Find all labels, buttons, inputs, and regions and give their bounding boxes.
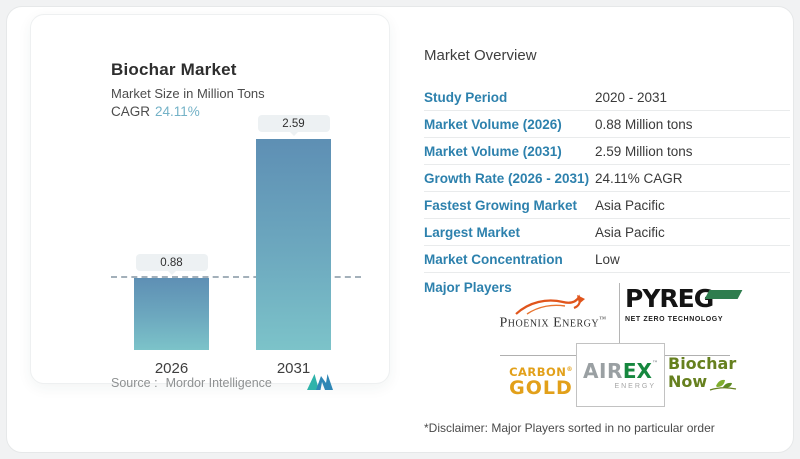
- pyreg-green-shape: [704, 290, 743, 299]
- chart-card: Biochar Market Market Size in Million To…: [30, 14, 390, 390]
- table-row: Market Volume (2026) 0.88 Million tons: [424, 111, 790, 138]
- bar-value-pill-2031: 2.59: [257, 115, 330, 136]
- mordor-intelligence-logo-icon: [307, 374, 333, 390]
- biochar-now-line2: Now: [668, 372, 738, 391]
- reference-line: [111, 276, 361, 278]
- row-label: Market Volume (2026): [424, 116, 562, 132]
- carbon-gold-line2: GOLD: [509, 376, 573, 399]
- row-value: 2.59 Million tons: [595, 143, 693, 159]
- phoenix-horse-swoosh-icon: [515, 294, 585, 315]
- x-axis-label-2026: 2026: [154, 360, 189, 377]
- row-value: 0.88 Million tons: [595, 116, 693, 132]
- carbon-gold-line1: CARBON®: [509, 365, 573, 380]
- bar-value-label: 0.88: [135, 254, 208, 271]
- table-row: Market Concentration Low: [424, 246, 790, 273]
- bar-chart-plot: 0.88 2026 2.59 2031: [111, 115, 371, 377]
- row-label: Fastest Growing Market: [424, 197, 578, 213]
- logo-phoenix-energy: Phoenix Energy™: [490, 283, 616, 341]
- row-label: Market Concentration: [424, 251, 563, 267]
- chart-cagr: CAGR 24.11%: [111, 104, 200, 119]
- pill-notch: [167, 271, 176, 279]
- logo-carbon-gold: CARBON® GOLD: [505, 360, 577, 404]
- x-axis-label-2031: 2031: [276, 360, 311, 377]
- source-prefix: Source :: [111, 376, 158, 390]
- registered-symbol: ®: [566, 366, 573, 374]
- row-value: 24.11% CAGR: [595, 170, 683, 186]
- logo-airex-energy: AIREX™ ENERGY: [576, 343, 665, 407]
- trademark-symbol: ™: [651, 359, 658, 367]
- source-name: Mordor Intelligence: [165, 376, 272, 390]
- table-row: Largest Market Asia Pacific: [424, 219, 790, 246]
- bar-2031: [256, 139, 331, 350]
- bar-value-pill-2026: 0.88: [135, 254, 208, 275]
- pyreg-tagline: NET ZERO TECHNOLOGY: [625, 316, 724, 323]
- table-row: Study Period 2020 - 2031: [424, 84, 790, 111]
- bar-value-label: 2.59: [257, 115, 330, 132]
- row-value: Asia Pacific: [595, 197, 665, 213]
- disclaimer-text: *Disclaimer: Major Players sorted in no …: [424, 421, 715, 435]
- trademark-symbol: ™: [599, 314, 607, 323]
- table-row: Fastest Growing Market Asia Pacific: [424, 192, 790, 219]
- logo-grid-divider-horizontal-right: [664, 355, 730, 356]
- airex-energy-sub: ENERGY: [614, 382, 656, 390]
- row-label: Largest Market: [424, 224, 521, 240]
- row-label: Growth Rate (2026 - 2031): [424, 170, 590, 186]
- bar-column-2031: 2.59 2031: [256, 115, 331, 377]
- row-value: Asia Pacific: [595, 224, 665, 240]
- table-row: Growth Rate (2026 - 2031) 24.11% CAGR: [424, 165, 790, 192]
- bar-column-2026: 0.88 2026: [134, 254, 209, 377]
- row-label: Market Volume (2031): [424, 143, 562, 159]
- row-value: Low: [595, 251, 620, 267]
- logo-pyreg: PYREG NET ZERO TECHNOLOGY: [625, 284, 743, 342]
- overview-table: Study Period 2020 - 2031 Market Volume (…: [424, 84, 790, 273]
- leaf-icon: [709, 379, 737, 391]
- row-value: 2020 - 2031: [595, 89, 668, 105]
- row-label: Study Period: [424, 89, 508, 105]
- biochar-now-line1: Biochar: [668, 354, 737, 373]
- logo-biochar-now: Biochar Now: [668, 354, 738, 405]
- bar-2026: [134, 278, 209, 350]
- chart-subtitle: Market Size in Million Tons: [111, 86, 265, 101]
- cagr-label: CAGR: [111, 104, 151, 119]
- overview-heading: Market Overview: [424, 47, 537, 64]
- phoenix-energy-wordmark: Phoenix Energy™: [499, 314, 607, 331]
- logo-grid-divider-vertical: [619, 283, 620, 343]
- logo-grid-divider-horizontal-left: [500, 355, 577, 356]
- table-row: Market Volume (2031) 2.59 Million tons: [424, 138, 790, 165]
- chart-title: Biochar Market: [111, 60, 237, 79]
- cagr-value: 24.11%: [155, 104, 200, 119]
- pill-notch: [289, 132, 298, 140]
- airex-wordmark: AIREX™: [583, 358, 658, 383]
- major-players-label: Major Players: [424, 280, 512, 295]
- pyreg-wordmark: PYREG: [625, 284, 714, 313]
- source-attribution: Source : Mordor Intelligence: [111, 376, 272, 390]
